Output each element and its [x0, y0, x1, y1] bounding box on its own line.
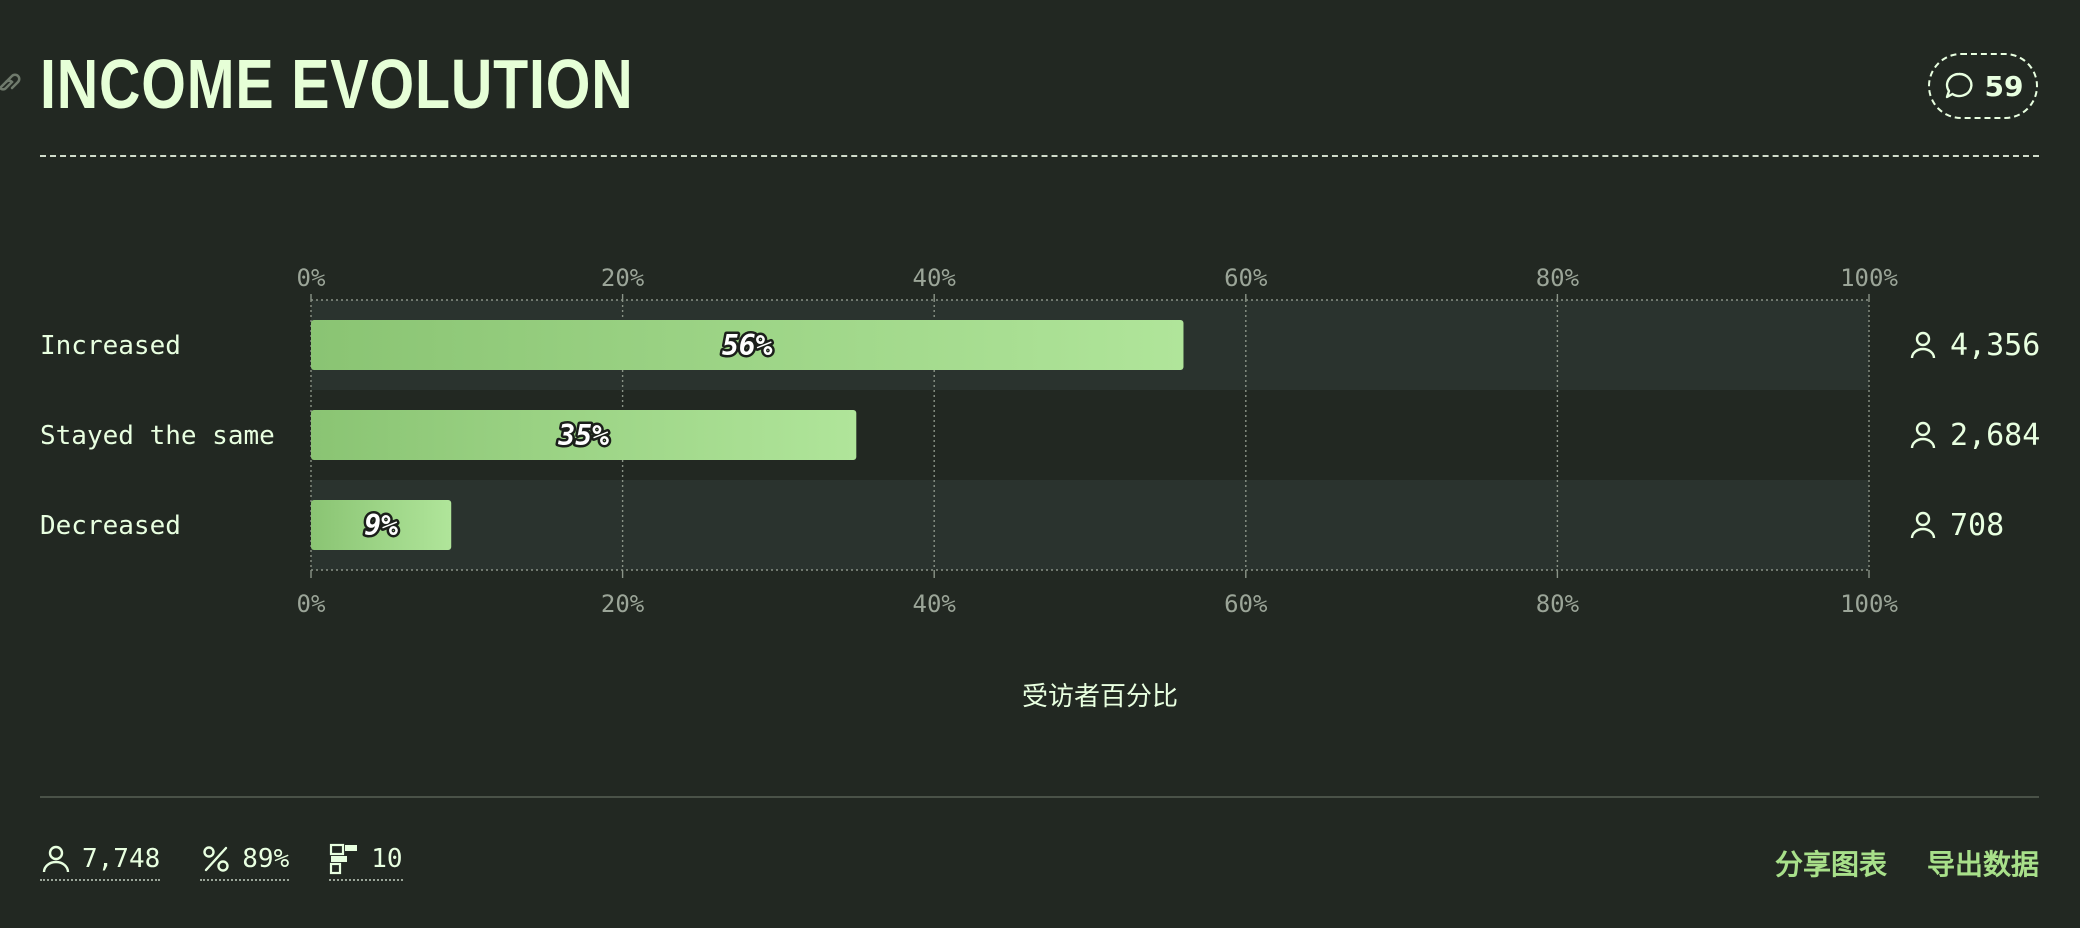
person-icon [1910, 511, 1936, 539]
respondent-count[interactable]: 4,356 [1950, 328, 2040, 363]
percent-icon [203, 846, 229, 872]
chart-title: INCOME EVOLUTION [40, 45, 634, 123]
top-tick-label: 0% [297, 264, 326, 292]
top-tick-label: 100% [1840, 264, 1898, 292]
bottom-tick-label: 100% [1840, 590, 1898, 618]
completion-stat[interactable]: 89% [200, 843, 290, 881]
top-tick-label: 60% [1224, 264, 1268, 292]
footer-divider [40, 796, 2039, 798]
category-label: Increased [40, 331, 181, 361]
comments-button[interactable]: 59 [1928, 53, 2038, 119]
questions-stat[interactable]: 10 [329, 843, 403, 881]
bottom-tick-label: 40% [913, 590, 957, 618]
title-divider [40, 155, 2039, 157]
bar-value-label: 9% [364, 509, 398, 542]
survey-stats: 7,748 89% 10 [40, 843, 403, 881]
bar[interactable] [311, 320, 1184, 370]
top-tick-label: 80% [1536, 264, 1580, 292]
bar[interactable] [311, 500, 452, 550]
category-label: Decreased [40, 511, 181, 541]
person-icon [42, 845, 70, 873]
completion-rate: 89% [242, 844, 290, 874]
bar[interactable] [311, 410, 857, 460]
top-tick-label: 20% [601, 264, 645, 292]
top-tick-label: 40% [913, 264, 957, 292]
category-label: Stayed the same [40, 421, 275, 451]
export-data-button[interactable]: 导出数据 [1926, 848, 2039, 881]
comment-icon [1945, 72, 1973, 99]
questions-icon [330, 843, 358, 875]
bar-value-label: 35% [557, 419, 609, 452]
row-band [311, 480, 1869, 570]
respondents-stat[interactable]: 7,748 [40, 843, 161, 881]
x-axis-title: 受访者百分比 [1021, 682, 1178, 712]
bottom-tick-label: 80% [1536, 590, 1580, 618]
questions-count: 10 [371, 844, 403, 874]
comment-count: 59 [1984, 69, 2024, 103]
chart-actions: 分享图表 导出数据 [1775, 843, 2039, 883]
bottom-tick-label: 0% [297, 590, 326, 618]
respondent-count[interactable]: 2,684 [1950, 418, 2040, 453]
respondents-count: 7,748 [82, 844, 161, 874]
share-chart-button[interactable]: 分享图表 [1774, 848, 1887, 881]
bar-value-label: 56% [722, 329, 773, 362]
person-icon [1910, 421, 1936, 449]
bottom-tick-label: 60% [1224, 590, 1268, 618]
link-icon[interactable] [0, 70, 22, 98]
person-icon [1910, 331, 1936, 359]
respondent-count[interactable]: 708 [1950, 508, 2004, 543]
bottom-tick-label: 20% [601, 590, 645, 618]
bar-chart: 0% 0% 20% 20% 40% 40% 60% 60% 80% 80% 100% 100% 56%… [40, 264, 2040, 618]
